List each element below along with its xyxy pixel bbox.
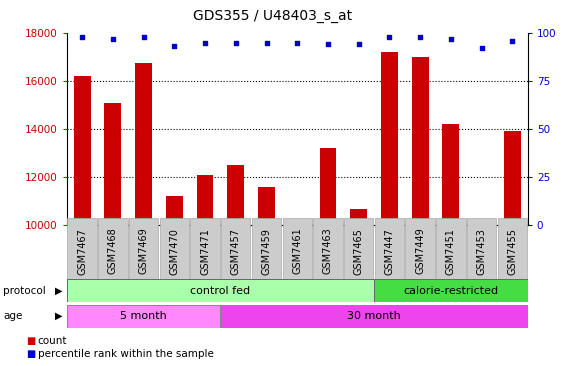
Text: GSM7468: GSM7468 [108, 228, 118, 274]
Point [324, 41, 333, 47]
Point [108, 36, 118, 42]
Bar [443, 124, 459, 225]
Bar [74, 76, 90, 225]
Point [447, 36, 456, 42]
Text: GDS355 / U48403_s_at: GDS355 / U48403_s_at [193, 9, 352, 23]
Point [477, 45, 487, 51]
Bar [197, 175, 213, 225]
Bar [166, 196, 183, 225]
Bar [220, 305, 528, 328]
Text: GSM7470: GSM7470 [169, 228, 179, 274]
Text: GSM7455: GSM7455 [508, 228, 517, 275]
Point [231, 40, 241, 45]
Point [293, 40, 302, 45]
Bar [350, 209, 367, 225]
Bar [504, 131, 521, 225]
Bar [412, 57, 429, 225]
Text: count: count [38, 336, 67, 346]
Text: ■: ■ [26, 349, 35, 359]
Text: GSM7471: GSM7471 [200, 228, 210, 274]
Text: GSM7453: GSM7453 [477, 228, 487, 274]
Text: percentile rank within the sample: percentile rank within the sample [38, 349, 213, 359]
Text: control fed: control fed [190, 285, 251, 296]
Point [354, 41, 363, 47]
Bar [320, 148, 336, 225]
Text: GSM7459: GSM7459 [262, 228, 271, 274]
Point [385, 34, 394, 40]
Bar [67, 305, 220, 328]
Bar [381, 52, 398, 225]
Text: GSM7469: GSM7469 [139, 228, 148, 274]
Point [78, 34, 87, 40]
Bar [289, 221, 306, 225]
Text: protocol: protocol [3, 285, 46, 296]
Bar [374, 279, 528, 302]
Point [415, 34, 425, 40]
Bar [135, 63, 152, 225]
Point [201, 40, 210, 45]
Text: ■: ■ [26, 336, 35, 346]
Text: calorie-restricted: calorie-restricted [403, 285, 499, 296]
Text: 5 month: 5 month [120, 311, 167, 321]
Text: age: age [3, 311, 22, 321]
Point [508, 38, 517, 44]
Text: GSM7463: GSM7463 [323, 228, 333, 274]
Text: GSM7449: GSM7449 [415, 228, 425, 274]
Text: GSM7461: GSM7461 [292, 228, 302, 274]
Text: GSM7465: GSM7465 [354, 228, 364, 274]
Text: GSM7457: GSM7457 [231, 228, 241, 275]
Bar [473, 221, 490, 225]
Point [262, 40, 271, 45]
Text: GSM7447: GSM7447 [385, 228, 394, 274]
Bar [67, 279, 374, 302]
Bar [227, 165, 244, 225]
Bar [258, 187, 275, 225]
Text: ▶: ▶ [55, 285, 62, 296]
Text: GSM7451: GSM7451 [446, 228, 456, 274]
Text: 30 month: 30 month [347, 311, 401, 321]
Text: ▶: ▶ [55, 311, 62, 321]
Point [139, 34, 148, 40]
Text: GSM7467: GSM7467 [77, 228, 87, 274]
Point [170, 44, 179, 49]
Bar [104, 102, 121, 225]
